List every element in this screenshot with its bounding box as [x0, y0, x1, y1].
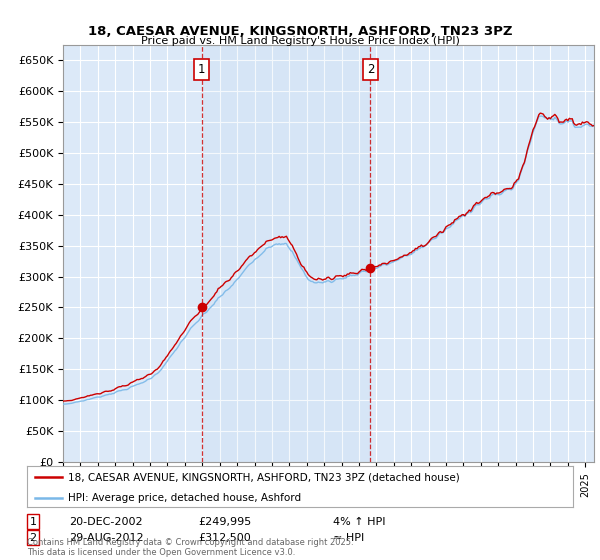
Text: 1: 1: [198, 63, 206, 76]
Text: 4% ↑ HPI: 4% ↑ HPI: [333, 517, 386, 527]
Text: Contains HM Land Registry data © Crown copyright and database right 2025.
This d: Contains HM Land Registry data © Crown c…: [27, 538, 353, 557]
Text: 2: 2: [367, 63, 374, 76]
Text: ≈ HPI: ≈ HPI: [333, 533, 364, 543]
Text: 29-AUG-2012: 29-AUG-2012: [69, 533, 143, 543]
Text: HPI: Average price, detached house, Ashford: HPI: Average price, detached house, Ashf…: [68, 493, 301, 503]
Text: 20-DEC-2002: 20-DEC-2002: [69, 517, 143, 527]
Text: 1: 1: [29, 517, 37, 527]
Bar: [202, 45, 370, 462]
Text: Price paid vs. HM Land Registry's House Price Index (HPI): Price paid vs. HM Land Registry's House …: [140, 36, 460, 46]
Text: 2: 2: [29, 533, 37, 543]
Text: £312,500: £312,500: [198, 533, 251, 543]
Text: £249,995: £249,995: [198, 517, 251, 527]
Text: 18, CAESAR AVENUE, KINGSNORTH, ASHFORD, TN23 3PZ (detached house): 18, CAESAR AVENUE, KINGSNORTH, ASHFORD, …: [68, 473, 460, 482]
Text: 18, CAESAR AVENUE, KINGSNORTH, ASHFORD, TN23 3PZ: 18, CAESAR AVENUE, KINGSNORTH, ASHFORD, …: [88, 25, 512, 38]
